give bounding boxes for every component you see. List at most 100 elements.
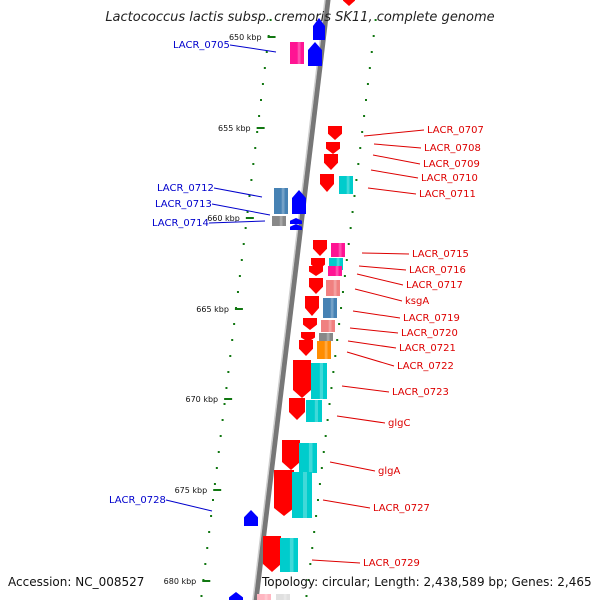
gene-label[interactable]: LACR_0729 [363, 558, 420, 569]
gene-arrow[interactable] [299, 340, 313, 356]
cog-box[interactable] [319, 333, 333, 341]
left-ruler-dot [210, 515, 213, 517]
gene-arrow[interactable] [313, 18, 325, 40]
right-ruler-dot [318, 483, 321, 485]
cog-box[interactable] [290, 42, 304, 64]
right-ruler-dot [340, 307, 343, 309]
cog-box[interactable] [328, 266, 342, 276]
gene-label[interactable]: LACR_0723 [392, 387, 449, 398]
cog-box[interactable] [331, 243, 345, 257]
label-leader-line [329, 461, 376, 472]
gene-label[interactable]: glgA [378, 466, 400, 477]
gene-arrow[interactable] [292, 190, 306, 214]
right-ruler-dot [317, 499, 319, 501]
gene-label[interactable]: LACR_0722 [397, 361, 454, 372]
box-sheen [338, 243, 342, 257]
left-ruler-dot [231, 339, 234, 341]
gene-label[interactable]: LACR_0712 [157, 183, 214, 194]
gene-arrow[interactable] [303, 318, 317, 330]
gene-label[interactable]: LACR_0708 [424, 143, 481, 154]
label-leader-line [367, 187, 417, 195]
gene-label[interactable]: LACR_0710 [421, 173, 478, 184]
gene-arrow[interactable] [305, 296, 319, 316]
gene-label[interactable]: LACR_0715 [412, 249, 469, 260]
map-title: Lactococcus lactis subsp. cremoris SK11,… [105, 10, 495, 25]
gene-label[interactable]: LACR_0714 [152, 218, 209, 229]
left-ruler-dot [260, 99, 262, 101]
right-ruler-dot [324, 435, 327, 437]
left-ruler-dot [250, 179, 253, 181]
cog-box[interactable] [274, 188, 288, 214]
right-ruler-dot [343, 275, 346, 277]
gene-label[interactable]: LACR_0709 [423, 159, 480, 170]
gene-label[interactable]: LACR_0728 [109, 495, 166, 506]
gene-label[interactable]: LACR_0727 [373, 503, 430, 514]
gene-arrow[interactable] [320, 174, 334, 192]
gene-label[interactable]: LACR_0705 [173, 40, 230, 51]
cog-box[interactable] [311, 363, 327, 399]
cog-box[interactable] [272, 216, 286, 226]
kbp-tick-label: 655 kbp [218, 124, 251, 133]
gene-arrow[interactable] [309, 278, 323, 294]
box-sheen [281, 188, 285, 214]
gene-label[interactable]: ksgA [405, 296, 429, 307]
cog-box[interactable] [317, 341, 331, 359]
cog-box[interactable] [323, 298, 337, 318]
gene-arrow[interactable] [244, 510, 258, 526]
gene-label[interactable]: glgC [388, 418, 410, 429]
cog-box[interactable] [299, 443, 317, 473]
gene-arrow[interactable] [324, 154, 338, 170]
gene-arrow[interactable] [282, 440, 300, 470]
cog-box[interactable] [326, 280, 340, 296]
label-leader-line [229, 44, 277, 53]
gene-arrow[interactable] [343, 0, 355, 6]
box-sheen [303, 472, 307, 518]
gene-arrow[interactable] [263, 536, 281, 572]
backbone-highlight [252, 0, 326, 600]
right-ruler-dot [313, 531, 316, 533]
gene-arrow[interactable] [293, 360, 311, 398]
right-ruler-dot [365, 99, 367, 101]
left-ruler-dot [206, 547, 209, 549]
cog-box[interactable] [292, 472, 312, 518]
kbp-tick-label: 680 kbp [164, 577, 197, 586]
box-sheen [289, 538, 294, 572]
left-ruler-dot [221, 419, 224, 421]
gene-label[interactable]: LACR_0719 [403, 313, 460, 324]
gene-arrow[interactable] [289, 398, 305, 420]
gene-label[interactable]: LACR_0717 [406, 280, 463, 291]
gene-label[interactable]: LACR_0720 [401, 328, 458, 339]
right-ruler-dot [320, 467, 323, 469]
gene-label[interactable]: LACR_0713 [155, 199, 212, 210]
gene-label[interactable]: LACR_0721 [399, 343, 456, 354]
cog-box[interactable] [321, 320, 335, 332]
left-ruler-dot [204, 563, 207, 565]
gene-arrow[interactable] [274, 470, 294, 516]
gene-label[interactable]: LACR_0716 [409, 265, 466, 276]
gene-arrow[interactable] [328, 126, 342, 140]
label-leader-line [322, 499, 371, 509]
label-leader-line [354, 288, 403, 302]
gene-label[interactable]: LACR_0707 [427, 125, 484, 136]
label-leader-line [363, 129, 425, 137]
kbp-tick-label: 665 kbp [196, 305, 229, 314]
cog-box[interactable] [280, 538, 298, 572]
left-ruler-dot [265, 51, 268, 53]
right-ruler-dot [309, 563, 312, 565]
cog-box[interactable] [276, 594, 290, 600]
cog-box[interactable] [339, 176, 353, 194]
gene-arrow[interactable] [313, 240, 327, 256]
gene-arrow[interactable] [290, 224, 302, 230]
right-ruler-dot [311, 547, 314, 549]
gene-label[interactable]: LACR_0711 [419, 189, 476, 200]
gene-arrow[interactable] [309, 266, 323, 276]
gene-arrow[interactable] [301, 332, 315, 342]
gene-arrow[interactable] [326, 142, 340, 154]
cog-box[interactable] [257, 594, 271, 600]
gene-arrow[interactable] [229, 592, 243, 600]
cog-box[interactable] [306, 400, 322, 422]
gene-arrow[interactable] [290, 218, 302, 224]
right-ruler-dot [347, 243, 350, 245]
gene-arrow[interactable] [308, 42, 322, 66]
